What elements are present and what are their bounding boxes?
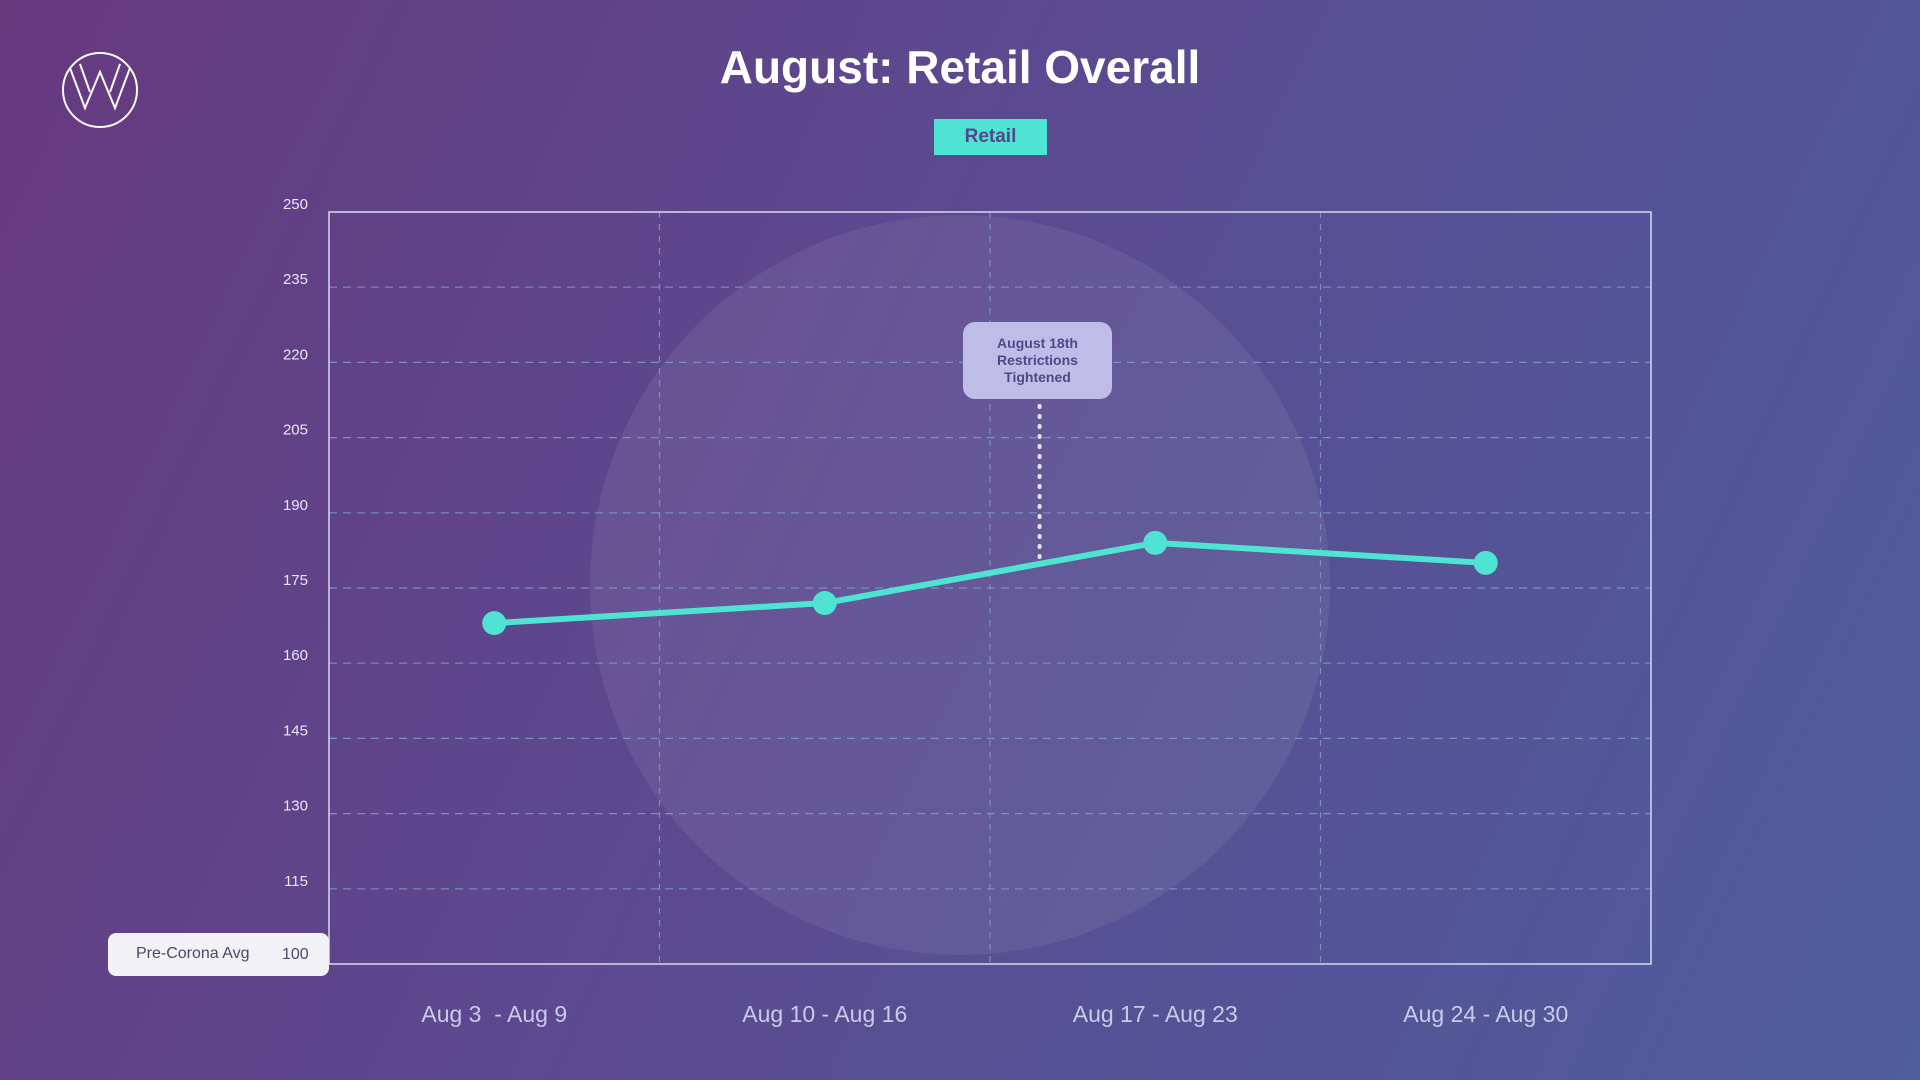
series-points-retail xyxy=(482,530,1498,636)
chart-title: August: Retail Overall xyxy=(719,41,1201,93)
y-tick-label: 235 xyxy=(283,271,308,288)
x-tick-label: Aug 10 - Aug 16 xyxy=(742,1001,907,1027)
annotation-restrictions: August 18th Restrictions Tightened xyxy=(963,322,1112,399)
w-monogram-logo-icon xyxy=(62,52,138,128)
baseline-value: 100 xyxy=(282,946,309,963)
data-point xyxy=(1143,530,1168,555)
x-tick-label: Aug 17 - Aug 23 xyxy=(1073,1001,1238,1027)
y-tick-label: 250 xyxy=(283,196,308,213)
x-tick-label: Aug 3 - Aug 9 xyxy=(421,1001,567,1027)
y-tick-label: 190 xyxy=(283,497,308,514)
series-line-retail xyxy=(494,539,1486,627)
x-tick-label: Aug 24 - Aug 30 xyxy=(1403,1001,1568,1027)
y-tick-label: 175 xyxy=(283,572,308,589)
y-tick-label: 205 xyxy=(283,422,308,439)
data-point xyxy=(812,591,837,616)
y-tick-label: 160 xyxy=(283,647,308,664)
x-tick-labels: Aug 3 - Aug 9 Aug 10 - Aug 16 Aug 17 - Aug… xyxy=(421,1001,1568,1027)
y-tick-label: 220 xyxy=(283,346,308,363)
y-tick-labels: 115 130 145 160 175 190 205 220 235 250 xyxy=(283,196,308,890)
baseline-label: Pre-Corona Avg xyxy=(136,945,250,962)
watermark-logo-icon xyxy=(590,215,1330,955)
legend-retail: Retail xyxy=(934,119,1047,155)
plot-frame xyxy=(328,211,1652,965)
data-point xyxy=(1473,550,1498,575)
y-tick-label: 115 xyxy=(284,873,308,890)
y-tick-label: 130 xyxy=(283,798,308,815)
baseline-tag: Pre-Corona Avg 100 xyxy=(108,933,329,976)
data-point xyxy=(482,611,507,636)
y-tick-label: 145 xyxy=(283,722,308,739)
